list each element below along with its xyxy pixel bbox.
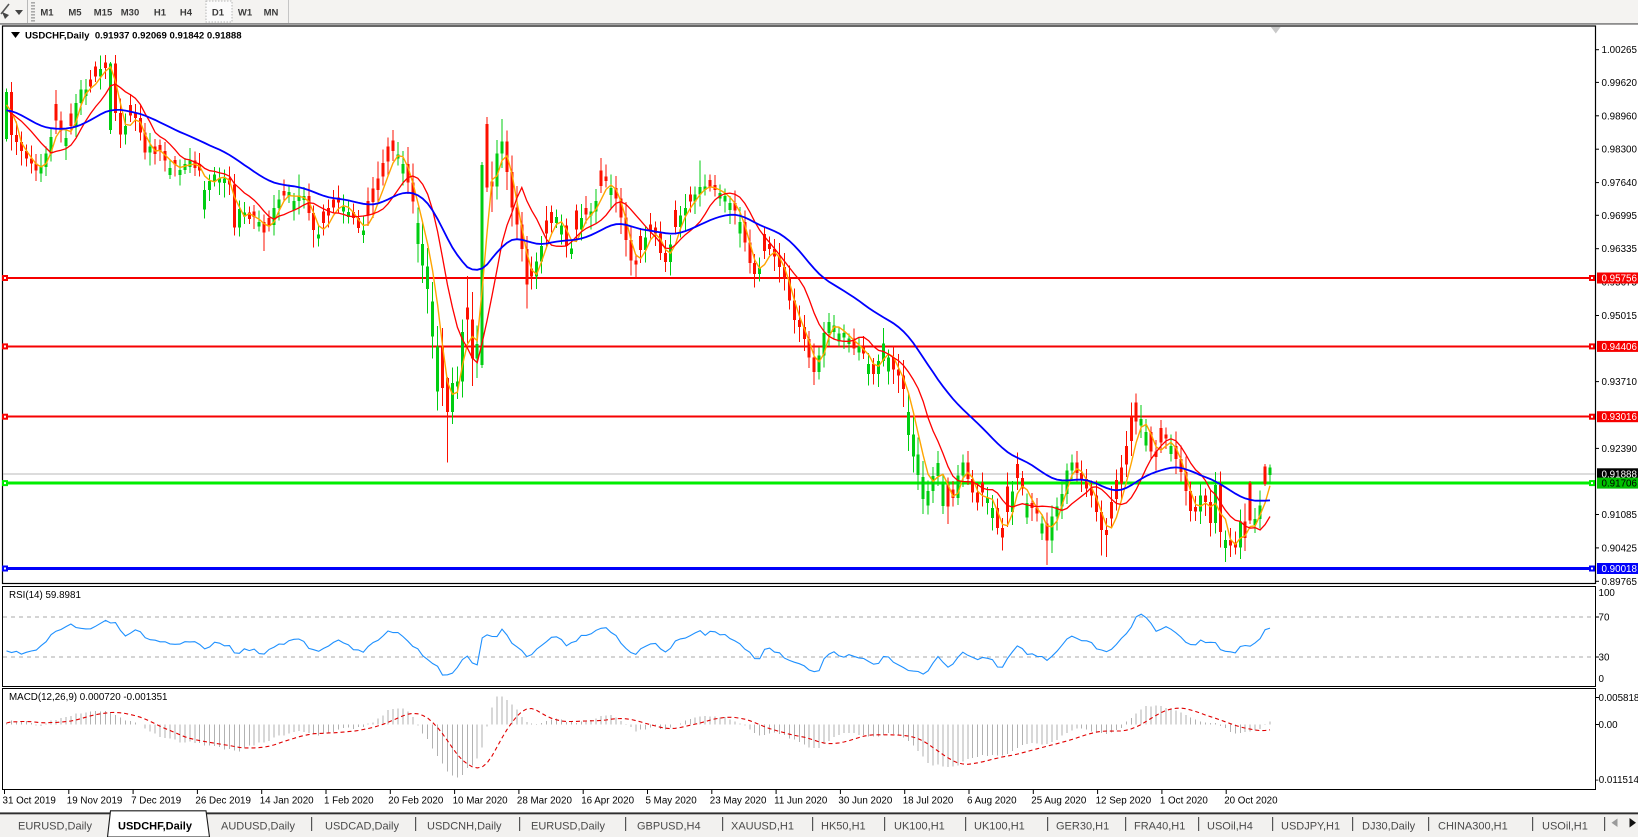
svg-text:14 Jan 2020: 14 Jan 2020: [260, 796, 314, 807]
svg-text:28 Mar 2020: 28 Mar 2020: [517, 796, 573, 807]
svg-text:M5: M5: [68, 8, 82, 19]
svg-text:D1: D1: [212, 8, 225, 19]
svg-text:0.98960: 0.98960: [1602, 111, 1638, 122]
svg-text:M1: M1: [40, 8, 54, 19]
svg-text:19 Nov 2019: 19 Nov 2019: [67, 796, 123, 807]
svg-text:USDCAD,Daily: USDCAD,Daily: [325, 821, 399, 833]
svg-text:0.89765: 0.89765: [1602, 577, 1638, 588]
svg-text:HK50,H1: HK50,H1: [821, 821, 866, 833]
svg-text:0.98300: 0.98300: [1602, 145, 1638, 156]
svg-text:0.93710: 0.93710: [1602, 377, 1638, 388]
svg-text:M30: M30: [121, 8, 139, 19]
svg-text:11 Jun 2020: 11 Jun 2020: [774, 796, 828, 807]
svg-text:-0.011514: -0.011514: [1596, 775, 1638, 786]
svg-text:AUDUSD,Daily: AUDUSD,Daily: [221, 821, 295, 833]
svg-text:USDCHF,Daily 0.91937 0.92069: USDCHF,Daily 0.91937 0.92069 0.91842 0.9…: [25, 31, 242, 42]
svg-text:7 Dec 2019: 7 Dec 2019: [131, 796, 181, 807]
svg-text:GBPUSD,H4: GBPUSD,H4: [637, 821, 701, 833]
svg-text:M15: M15: [94, 8, 113, 19]
svg-text:0.91085: 0.91085: [1602, 510, 1638, 521]
svg-text:0.90425: 0.90425: [1602, 543, 1638, 554]
svg-text:H4: H4: [180, 8, 193, 19]
svg-text:0.93016: 0.93016: [1602, 412, 1638, 423]
svg-text:0.95756: 0.95756: [1602, 274, 1638, 285]
svg-text:18 Jul 2020: 18 Jul 2020: [903, 796, 954, 807]
svg-text:0: 0: [1599, 674, 1605, 685]
svg-text:FRA40,H1: FRA40,H1: [1134, 821, 1185, 833]
svg-text:0.91888: 0.91888: [1602, 469, 1638, 480]
svg-text:70: 70: [1599, 613, 1610, 624]
svg-text:GER30,H1: GER30,H1: [1056, 821, 1109, 833]
svg-text:26 Dec 2019: 26 Dec 2019: [195, 796, 251, 807]
svg-text:6 Aug 2020: 6 Aug 2020: [967, 796, 1017, 807]
svg-text:MACD(12,26,9) 0.000720 -0.0013: MACD(12,26,9) 0.000720 -0.001351: [9, 692, 168, 703]
svg-text:20 Feb 2020: 20 Feb 2020: [388, 796, 444, 807]
svg-text:RSI(14) 59.8981: RSI(14) 59.8981: [9, 590, 81, 601]
svg-text:0.95015: 0.95015: [1602, 311, 1638, 322]
svg-text:30 Jun 2020: 30 Jun 2020: [838, 796, 892, 807]
svg-text:20 Oct 2020: 20 Oct 2020: [1224, 796, 1278, 807]
svg-text:0.97640: 0.97640: [1602, 178, 1638, 189]
svg-text:0.91706: 0.91706: [1602, 479, 1638, 490]
svg-text:EURUSD,Daily: EURUSD,Daily: [531, 821, 605, 833]
svg-text:DJ30,Daily: DJ30,Daily: [1362, 821, 1416, 833]
svg-text:0.005818: 0.005818: [1599, 693, 1638, 704]
svg-text:5 May 2020: 5 May 2020: [646, 796, 698, 807]
svg-text:25 Aug 2020: 25 Aug 2020: [1031, 796, 1087, 807]
svg-text:USOil,H4: USOil,H4: [1207, 821, 1253, 833]
svg-text:1 Oct 2020: 1 Oct 2020: [1160, 796, 1208, 807]
svg-text:0.96995: 0.96995: [1602, 211, 1638, 222]
svg-text:10 Mar 2020: 10 Mar 2020: [453, 796, 509, 807]
svg-text:USDCHF,Daily: USDCHF,Daily: [118, 821, 193, 833]
svg-text:30: 30: [1599, 653, 1610, 664]
svg-text:UK100,H1: UK100,H1: [974, 821, 1025, 833]
svg-text:CHINA300,H1: CHINA300,H1: [1438, 821, 1508, 833]
svg-text:XAUUSD,H1: XAUUSD,H1: [731, 821, 794, 833]
svg-text:USDJPY,H1: USDJPY,H1: [1281, 821, 1340, 833]
svg-text:100: 100: [1599, 588, 1616, 599]
svg-text:0.96335: 0.96335: [1602, 244, 1638, 255]
svg-text:0.00: 0.00: [1599, 720, 1619, 731]
svg-text:0.99620: 0.99620: [1602, 78, 1638, 89]
svg-text:31 Oct 2019: 31 Oct 2019: [3, 796, 56, 807]
svg-text:UK100,H1: UK100,H1: [894, 821, 945, 833]
svg-text:0.90018: 0.90018: [1602, 564, 1638, 575]
svg-text:W1: W1: [238, 8, 253, 19]
svg-text:1.00265: 1.00265: [1602, 45, 1638, 56]
svg-text:USDCNH,Daily: USDCNH,Daily: [427, 821, 502, 833]
svg-text:23 May 2020: 23 May 2020: [710, 796, 767, 807]
svg-text:16 Apr 2020: 16 Apr 2020: [581, 796, 634, 807]
svg-text:H1: H1: [154, 8, 167, 19]
svg-text:12 Sep 2020: 12 Sep 2020: [1096, 796, 1152, 807]
svg-text:EURUSD,Daily: EURUSD,Daily: [18, 821, 92, 833]
svg-text:USOil,H1: USOil,H1: [1542, 821, 1588, 833]
svg-text:0.94406: 0.94406: [1602, 342, 1638, 353]
svg-text:MN: MN: [264, 8, 279, 19]
svg-text:0.92390: 0.92390: [1602, 444, 1638, 455]
svg-text:1 Feb 2020: 1 Feb 2020: [324, 796, 374, 807]
